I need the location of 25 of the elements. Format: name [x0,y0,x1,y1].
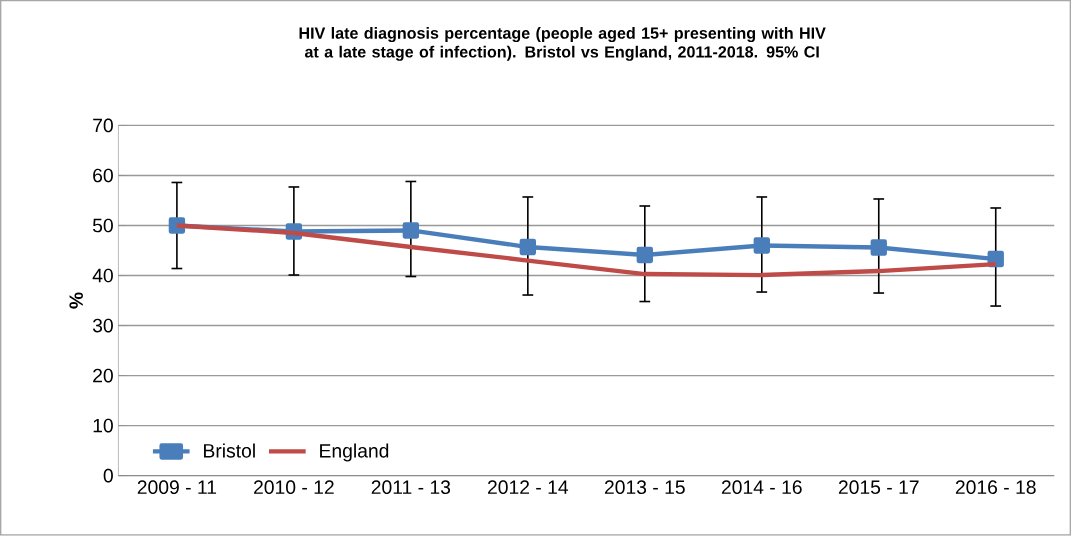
y-tick-label: 10 [93,418,113,433]
y-tick-label: 30 [92,318,113,333]
y-tick-label: 20 [93,368,113,383]
x-tick-label: 2016 - 18 [955,480,1036,495]
x-tick-label: 2014 - 16 [721,480,802,495]
point [753,237,770,254]
legend-label: Bristol [204,443,255,458]
chart-title: HIV late diagnosis percentage (people aged 15+ presenting with HIV at a late stage of infection). Bristol vs England, 2011-2018. 95% CI [299,27,826,62]
x-tick-label: 2012 - 14 [487,480,569,495]
x-tick-label: 2011 - 13 [371,480,451,495]
point [519,238,537,256]
point [870,239,887,256]
x-tick-label: 2015 - 17 [838,480,919,495]
point [402,222,420,239]
x-tick-label: 2009 - 11 [137,480,217,495]
x-tick-label: 2010 - 12 [254,480,334,495]
legend-label: England [320,443,389,462]
y-tick-label: 0 [103,468,113,483]
y-tick-label: 60 [93,168,113,183]
y-tick-label: 50 [92,218,113,233]
y-axis-title: % [69,292,83,309]
x-tick-label: 2013 - 15 [604,480,685,495]
point [636,246,653,264]
y-tick-label: 70 [93,118,113,133]
y-tick-label: 40 [92,268,113,283]
